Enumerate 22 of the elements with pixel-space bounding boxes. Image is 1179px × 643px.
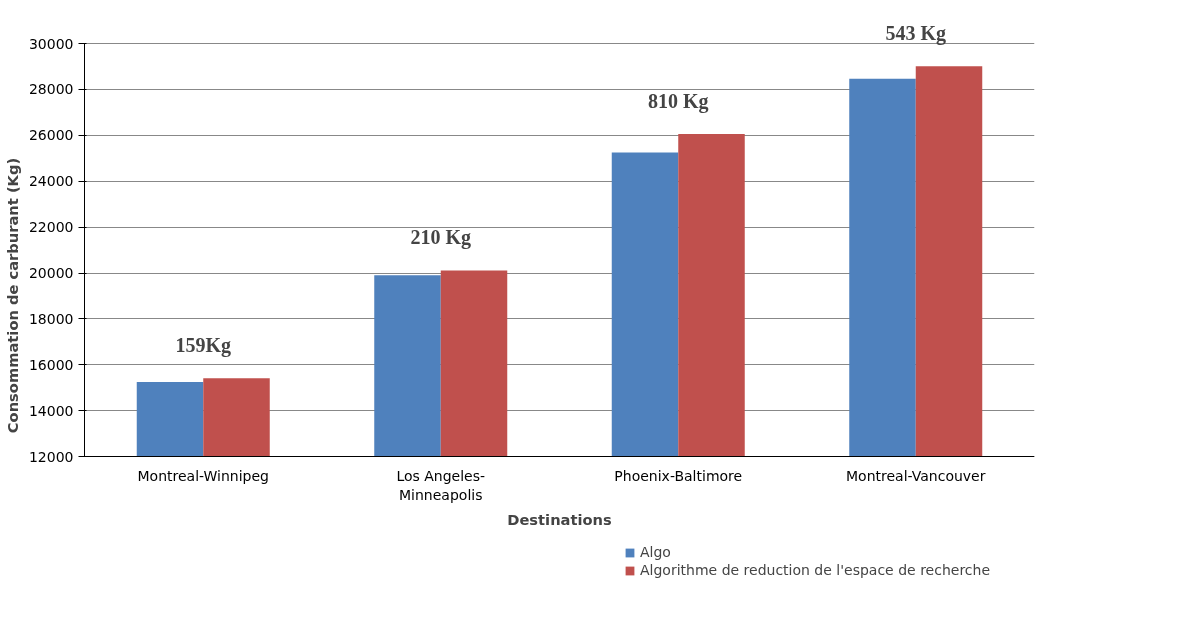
y-tick-label: 16000 [28,356,74,373]
y-tick-label: 20000 [28,265,74,282]
annotation: 810 Kg [647,89,709,113]
y-tick-label: 18000 [28,310,74,327]
x-tick-label: Phoenix-Baltimore [614,467,743,484]
y-tick-label: 14000 [28,402,74,419]
y-tick-label: 28000 [28,81,74,98]
y-tick-label: 24000 [28,173,74,190]
x-tick-label: Montreal-Winnipeg [137,467,269,484]
annotation: 159Kg [175,334,232,358]
x-tick-label: Montreal-Vancouver [846,467,986,484]
y-tick-label: 26000 [28,127,74,144]
y-tick-label: 22000 [28,219,74,236]
annotation: 543 Kg [885,22,947,46]
x-axis-title: Destinations [507,510,612,528]
y-tick-label: 30000 [28,35,74,52]
y-tick-label: 12000 [28,448,74,465]
y-axis-title: Consommation de carburant (Kg) [3,157,21,434]
legend-label: Algorithme de reduction de l'espace de recherche [640,562,991,578]
legend-label: Algo [640,544,671,560]
x-tick-label: Los Angeles-Minneapolis [396,467,486,503]
annotation: 210 Kg [410,226,472,250]
